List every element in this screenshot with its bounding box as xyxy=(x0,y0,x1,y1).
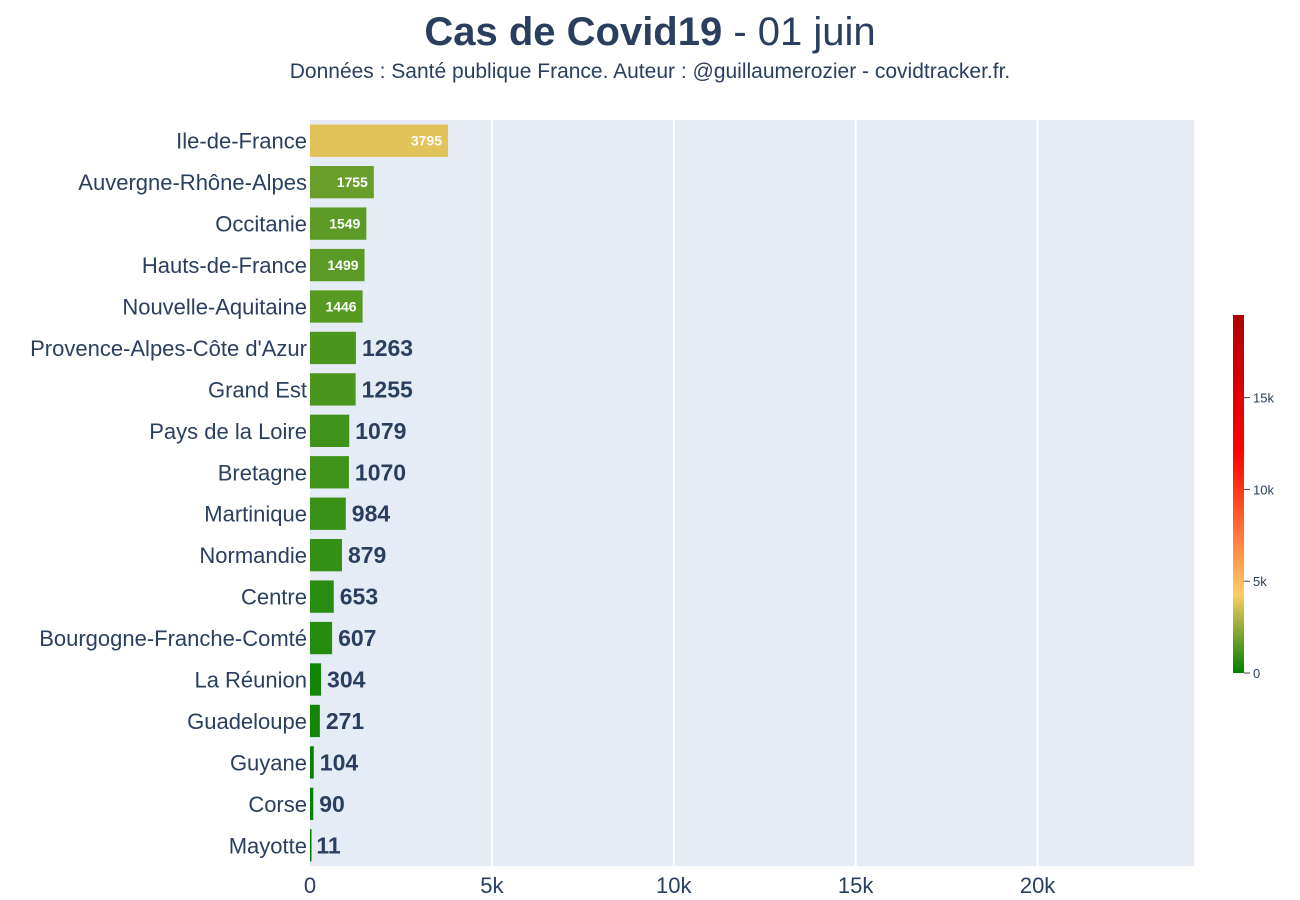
category-label: Bourgogne-Franche-Comté xyxy=(39,626,307,651)
chart-title-date: - 01 juin xyxy=(722,10,876,54)
bar-value-label: 1446 xyxy=(325,299,356,315)
bar-value-label: 1755 xyxy=(337,174,368,190)
chart-title: Cas de Covid19 - 01 juin xyxy=(0,8,1300,56)
category-label: Martinique xyxy=(204,502,307,527)
bar-value-label: 1070 xyxy=(355,459,406,485)
bar xyxy=(310,539,342,572)
category-label: Grand Est xyxy=(208,377,307,402)
colorbar-tick-label: 5k xyxy=(1253,574,1267,589)
x-tick-label: 0 xyxy=(304,873,316,898)
bar-value-label: 271 xyxy=(326,708,365,734)
category-label: Guadeloupe xyxy=(187,709,307,734)
chart-subtitle: Données : Santé publique France. Auteur … xyxy=(289,60,1011,83)
x-axis-labels: 0 5k 10k 15k 20k xyxy=(304,873,1056,898)
category-label: Auvergne-Rhône-Alpes xyxy=(78,170,307,195)
bar-value-label: 984 xyxy=(352,501,391,527)
x-tick-label: 20k xyxy=(1020,873,1056,898)
colorbar: 0 5k 10k 15k xyxy=(1233,315,1274,681)
bar xyxy=(310,248,365,282)
x-tick-label: 15k xyxy=(838,873,874,898)
bar-value-label: 11 xyxy=(316,832,341,858)
colorbar-tick-label: 0 xyxy=(1253,666,1260,681)
bar xyxy=(310,456,349,489)
bar xyxy=(310,704,320,738)
bar-value-label: 607 xyxy=(338,625,376,651)
bar xyxy=(310,331,356,365)
bar-value-label: 3795 xyxy=(411,133,442,149)
bar-value-label: 104 xyxy=(320,749,359,775)
category-label: Bretagne xyxy=(218,460,307,485)
bar-value-label: 879 xyxy=(348,542,386,568)
colorbar-tick-label: 10k xyxy=(1253,482,1274,497)
x-tick-label: 5k xyxy=(480,873,504,898)
bar xyxy=(310,663,322,696)
bar xyxy=(310,787,314,820)
bar xyxy=(310,746,314,779)
category-label: Nouvelle-Aquitaine xyxy=(122,295,307,320)
x-tick-label: 10k xyxy=(656,873,692,898)
category-label: Pays de la Loire xyxy=(149,419,307,444)
bar xyxy=(310,207,367,240)
bar xyxy=(310,166,374,199)
category-label: Normandie xyxy=(199,543,307,568)
bars: 3795 1755 1549 1499 1446 1263 1255 1079 1070 984 8… xyxy=(310,124,449,862)
category-label: La Réunion xyxy=(194,668,307,693)
colorbar-tick-label: 15k xyxy=(1253,391,1274,406)
plot-area xyxy=(310,120,1194,866)
chart-title-main: Cas de Covid19 xyxy=(424,10,723,54)
bar xyxy=(310,414,350,447)
bar-value-label: 1499 xyxy=(327,257,358,273)
bar-value-label: 1079 xyxy=(355,418,406,444)
bar-value-label: 1255 xyxy=(362,376,413,402)
bar xyxy=(310,621,333,655)
category-label: Hauts-de-France xyxy=(142,253,307,278)
category-label: Ile-de-France xyxy=(176,129,307,154)
category-label: Mayotte xyxy=(229,833,307,858)
bar xyxy=(310,497,346,530)
bar xyxy=(310,580,334,613)
bar xyxy=(310,829,312,862)
bar-value-label: 1263 xyxy=(362,335,413,361)
gridlines xyxy=(490,120,1039,866)
bar-value-label: 90 xyxy=(319,791,345,817)
bar-value-label: 1549 xyxy=(329,216,360,232)
category-label: Guyane xyxy=(230,750,307,775)
bar xyxy=(310,373,356,406)
bar xyxy=(310,124,449,157)
category-label: Corse xyxy=(248,792,307,817)
colorbar-gradient xyxy=(1233,315,1244,673)
category-label: Centre xyxy=(241,585,307,610)
category-label: Provence-Alpes-Côte d'Azur xyxy=(30,336,307,361)
bar-value-label: 653 xyxy=(340,584,378,610)
category-label: Occitanie xyxy=(215,212,307,237)
bar xyxy=(310,290,363,323)
bar-value-label: 304 xyxy=(327,667,366,693)
y-axis-labels: Ile-de-France Auvergne-Rhône-Alpes Occitan… xyxy=(30,129,307,859)
